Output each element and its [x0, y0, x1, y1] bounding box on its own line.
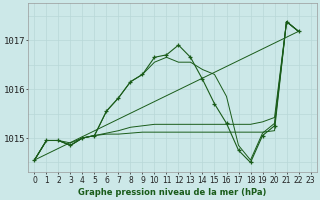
X-axis label: Graphe pression niveau de la mer (hPa): Graphe pression niveau de la mer (hPa) — [78, 188, 267, 197]
